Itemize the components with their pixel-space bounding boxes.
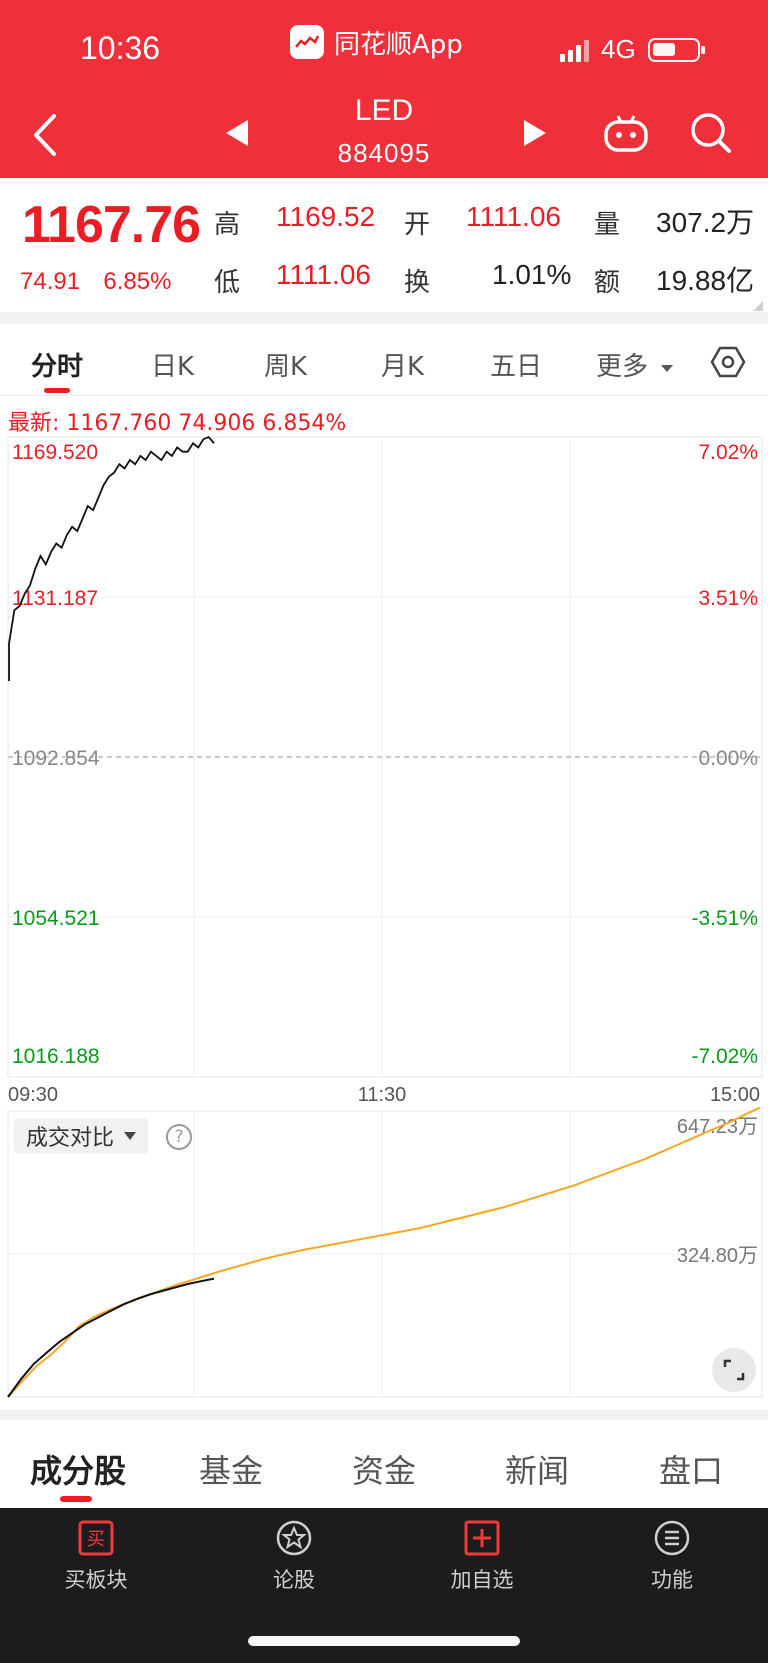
volume-compare-selector[interactable]: 成交对比 [14,1118,149,1154]
price-tick-label: 1016.188 [12,1045,100,1068]
add-watchlist-button[interactable]: 加自选 [412,1518,552,1594]
discuss-icon [276,1520,312,1556]
status-app-label[interactable]: 同花顺App [290,22,463,62]
previous-stock-icon[interactable] [224,118,250,148]
price-series-line [8,436,215,681]
discuss-label: 论股 [273,1568,315,1592]
open-label: 开 [404,210,431,240]
buy-sector-button[interactable]: 买 买板块 [26,1518,166,1594]
fullscreen-button[interactable] [712,1348,756,1392]
open-value: 1111.06 [466,201,561,232]
price-tick-label: 1131.187 [12,587,98,610]
dropdown-arrow-icon [661,364,674,372]
price-tick-label: 1169.520 [12,441,98,464]
signal-icon [560,38,589,62]
tab-intraday[interactable]: 分时 [31,352,84,382]
home-indicator [248,1636,520,1646]
intraday-chart[interactable]: 1169.520 1131.187 1092.854 1054.521 1016.188… [0,430,768,1408]
settings-hexagon-icon[interactable] [710,344,746,380]
amount-label: 额 [594,268,621,298]
back-arrow-icon[interactable] [26,110,66,160]
tab-weekly-k[interactable]: 周K [264,352,308,382]
buy-icon: 买 [78,1520,114,1556]
high-label: 高 [214,210,241,240]
battery-icon [647,37,705,62]
tab-monthly-k[interactable]: 月K [381,352,425,382]
status-indicators: 4G [560,34,705,65]
percent-tick-label: 7.02% [698,441,758,464]
page-title: LED [354,94,414,127]
stock-code: 884095 [337,138,431,168]
price-tick-label: 1054.521 [12,907,100,930]
chart-tabs: 分时 日K 周K 月K 五日 更多 [0,324,768,396]
tab-news[interactable]: 新闻 [505,1452,570,1490]
time-tick-label: 09:30 [8,1084,58,1106]
divider [0,1410,768,1420]
volume-tick-label: 324.80万 [677,1245,758,1267]
discuss-button[interactable]: 论股 [224,1518,364,1594]
percent-tick-label: 3.51% [698,587,758,610]
change-value: 74.91 [20,268,81,295]
tab-capital[interactable]: 资金 [352,1452,417,1490]
turnover-label: 换 [404,268,431,298]
active-tab-indicator [44,388,70,393]
app-name: 同花顺App [334,29,463,60]
tab-five-day[interactable]: 五日 [490,352,543,382]
add-watchlist-label: 加自选 [450,1568,514,1592]
header-bar: 10:36 同花顺App 4G LED 884095 [0,0,768,178]
latest-quote-line: 最新: 1167.760 74.906 6.854% [8,411,347,436]
functions-label: 功能 [651,1568,693,1592]
network-type: 4G [601,34,636,64]
menu-icon [654,1520,690,1556]
info-tabs [0,1420,768,1506]
percent-tick-label: -3.51% [691,907,758,930]
tab-order-book[interactable]: 盘口 [659,1452,724,1490]
expand-corner-icon[interactable] [752,300,764,312]
price-tick-label: 1092.854 [12,747,100,770]
amount-value: 19.88亿 [656,265,755,296]
app-logo-icon [290,25,324,59]
tab-funds[interactable]: 基金 [199,1452,264,1490]
robot-assistant-icon[interactable] [602,112,650,156]
add-watch-icon [464,1520,500,1556]
chevron-down-icon [124,1132,137,1140]
change-percent: 6.85% [103,268,172,295]
divider [0,312,768,324]
low-value: 1111.06 [276,259,371,290]
volume-label: 量 [594,210,621,240]
current-price: 1167.76 [22,196,201,254]
status-time: 10:36 [80,30,161,66]
svg-text:买: 买 [87,1529,105,1550]
search-icon[interactable] [688,110,734,156]
buy-sector-label: 买板块 [64,1568,128,1592]
price-change: 74.91 6.85% [20,268,171,296]
tab-daily-k[interactable]: 日K [151,352,195,382]
time-tick-label: 11:30 [358,1084,407,1106]
percent-tick-label: -7.02% [691,1045,758,1068]
tab-more[interactable]: 更多 [596,346,674,383]
turnover-value: 1.01% [492,259,572,290]
time-tick-label: 15:00 [710,1084,760,1106]
today-volume-line [7,1277,215,1398]
volume-compare-label: 成交对比 [26,1126,115,1151]
percent-tick-label: 0.00% [698,747,758,770]
functions-button[interactable]: 功能 [602,1518,742,1594]
help-icon[interactable]: ? [166,1124,192,1150]
active-tab-indicator [60,1496,92,1502]
tab-more-label: 更多 [596,352,649,382]
volume-value: 307.2万 [656,207,755,238]
tab-constituents[interactable]: 成分股 [30,1452,127,1490]
fullscreen-icon [723,1359,745,1381]
quote-panel [0,178,768,312]
high-value: 1169.52 [276,201,376,232]
next-stock-icon[interactable] [522,118,548,148]
low-label: 低 [214,268,241,298]
